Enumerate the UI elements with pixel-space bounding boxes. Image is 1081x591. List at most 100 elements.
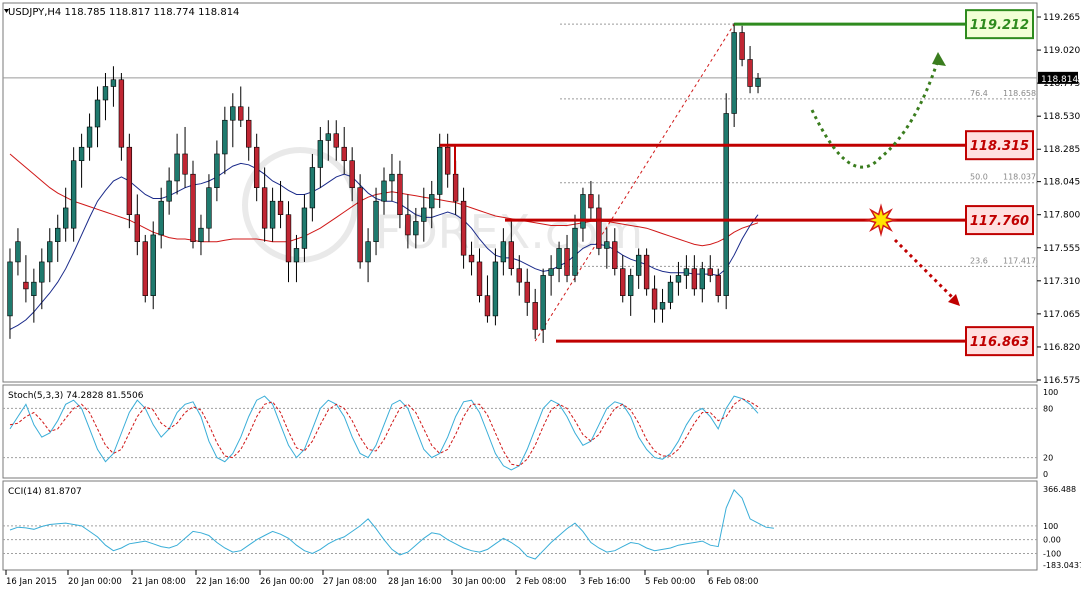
stochastic-tick-label: 20 [1043,454,1053,463]
time-tick-label: 28 Jan 16:00 [388,577,442,587]
fib-level-value: 118.658 [1003,89,1036,98]
candle-body [333,133,339,148]
candle-body [373,200,379,242]
candle-body [261,187,268,229]
candle-body [62,207,69,229]
fib-level-value: 118.037 [1003,173,1036,182]
stochastic-main-line [9,395,759,471]
candle-body [620,268,626,296]
candle-body [588,194,594,209]
cci-tick-label: -183.0437 [1043,561,1081,570]
current-price-box [1038,71,1078,84]
candle-body [126,146,133,215]
fib-level-ratio: 50.0 [970,173,988,182]
candle-body [102,86,109,101]
fib-trend-line [534,23,735,342]
candle-body [524,281,530,303]
price-tick-label: 119.265 [1043,13,1080,23]
candle-body [277,200,284,215]
candle-body [238,106,244,121]
fib-level-ratio: 23.6 [970,256,988,265]
price-tick-label: 118.530 [1043,112,1080,122]
candle-body [540,275,546,330]
candle-body [309,167,316,209]
candle-body [389,173,395,182]
level-label-box [965,130,1034,161]
stochastic-title: Stoch(5,3,3) 74.2828 81.5506 [8,391,144,401]
candle-body [452,173,459,202]
candle-body [47,241,53,263]
candle-body [580,194,586,229]
candle-body [397,173,403,215]
candle-body [158,200,164,236]
price-tick-label: 118.285 [1043,145,1080,155]
price-panel [2,2,1038,383]
candle-body [437,146,443,195]
time-tick-label: 16 Jan 2015 [6,577,57,587]
candle-body [476,261,483,296]
time-tick-label: 26 Jan 00:00 [260,577,314,587]
time-axis: 16 Jan 2015 20 Jan 00:00 21 Jan 08:00 22 Ja… [5,570,758,587]
candle-body [110,79,117,87]
support-resistance-levels: 119.212 118.315 117.760 116.863 [440,9,1034,357]
candle-body [564,248,570,276]
candle-body [413,221,419,236]
candle-body [667,281,674,303]
bullish-forecast-arrow [810,59,940,169]
cci-tick-label: 366.488 [1043,485,1076,494]
level-label: 117.760 [970,214,1029,229]
price-tick-label: 116.820 [1043,343,1080,353]
candle-body [301,207,308,249]
stochastic-tick-label: 100 [1043,388,1058,397]
candle-body [15,241,21,263]
candle-body [548,268,554,276]
level-label: 116.863 [970,335,1029,350]
time-tick-label: 22 Jan 16:00 [196,577,250,587]
candle-body [460,200,467,256]
price-tick-label: 116.575 [1043,376,1080,386]
stochastic-lines: 100 80 20 0 [3,388,1058,479]
stochastic-panel [2,384,1038,479]
candle-body [747,59,753,87]
candle-body [118,79,125,148]
forecast-arrows [810,52,960,306]
time-tick-label: 3 Feb 16:00 [580,577,630,587]
stochastic-tick-label: 0 [1043,470,1048,479]
candle-body [365,241,371,263]
candle-body [142,241,148,296]
cci-tick-label: 0.00 [1043,536,1061,545]
candle-body [500,241,507,263]
stochastic-tick-label: 80 [1043,404,1053,413]
candle-body [174,153,180,182]
candle-body [206,187,212,229]
cci-title: CCI(14) 81.8707 [8,487,82,497]
candle-body [269,200,276,229]
candle-body [222,119,228,155]
candle-body [532,302,538,330]
candle-body [683,268,690,276]
candle-body [214,153,220,189]
candle-body [230,106,236,121]
cci-tick-label: 100 [1043,522,1058,531]
candle-body [731,32,737,114]
price-tick-label: 117.310 [1043,277,1080,287]
price-tick-label: 117.800 [1043,211,1080,221]
candle-body [651,288,658,310]
candle-body [198,227,204,242]
candle-body [516,268,522,283]
cci-line [9,489,774,560]
candle-body [699,268,706,290]
price-tick-label: 117.065 [1043,310,1080,320]
candle-body [70,160,77,229]
time-tick-label: 27 Jan 08:00 [323,577,377,587]
candle-body [182,153,188,175]
candle-body [190,173,196,242]
cci-lines: 366.488 100 0.00 -100 -183.0437 [3,485,1081,570]
candle-body [166,180,172,202]
candle-body [492,261,499,317]
bullish-arrow-head [932,52,946,66]
time-tick-label: 30 Jan 00:00 [452,577,506,587]
time-tick-label: 6 Feb 08:00 [708,577,758,587]
candle-body [604,241,610,249]
